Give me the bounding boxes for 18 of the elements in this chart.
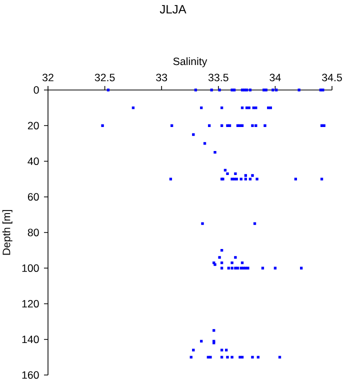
y-tick-label: 0 xyxy=(34,86,39,94)
y-tick-label: 120 xyxy=(22,300,39,308)
x-tick-label: 33 xyxy=(156,74,168,82)
y-tick-label: 20 xyxy=(28,122,39,130)
x-tick-label: 34.5 xyxy=(322,74,342,82)
x-tick-label: 33.5 xyxy=(208,74,228,82)
y-tick-label: 80 xyxy=(28,228,39,236)
y-tick-label: 140 xyxy=(22,336,39,344)
x-tick-label: 32 xyxy=(42,74,54,82)
y-axis-title: Depth [m] xyxy=(2,210,12,255)
x-tick-label: 32.5 xyxy=(94,74,115,82)
y-tick-label: 60 xyxy=(28,193,39,201)
y-tick-label: 100 xyxy=(22,264,39,272)
x-axis-title: Salinity xyxy=(173,57,208,68)
x-tick-label: 34 xyxy=(270,74,281,82)
y-tick-label: 160 xyxy=(22,371,39,379)
chart-title: JLJA xyxy=(160,5,186,14)
y-tick-label: 40 xyxy=(28,157,39,166)
